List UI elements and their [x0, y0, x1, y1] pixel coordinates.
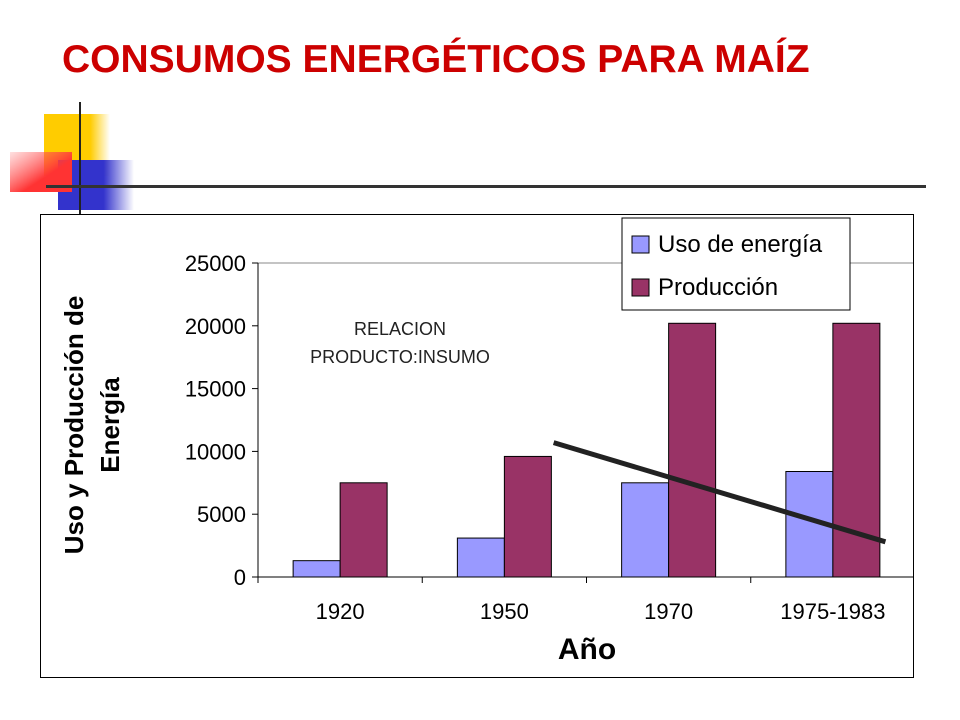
y-tick-label: 5000: [197, 502, 246, 527]
y-axis-title-line-2: Energía: [95, 377, 125, 473]
bar-uso-1920: [292, 560, 341, 578]
x-tick-label: 1950: [480, 599, 529, 624]
y-tick-label: 25000: [185, 251, 246, 276]
bar-chart: Uso y Producción de Energía Año RELACION…: [59, 217, 916, 666]
x-tick-label: 1975-1983: [780, 599, 885, 624]
y-axis-title-line-1: Uso y Producción de: [59, 296, 89, 555]
legend-swatch-uso: [631, 235, 650, 254]
legend-label-uso: Uso de energía: [658, 231, 823, 258]
chart-frame: Uso y Producción de Energía Año RELACION…: [40, 214, 916, 678]
legend: Uso de energía Producción: [621, 217, 851, 311]
legend-label-produccion: Producción: [658, 274, 778, 301]
y-tick-label: 15000: [185, 377, 246, 402]
x-tick-label: 1920: [316, 599, 365, 624]
x-tick-label: 1970: [644, 599, 693, 624]
bar-produccion-1950: [503, 455, 552, 578]
bar-uso-1970: [621, 482, 670, 578]
y-tick-label: 20000: [185, 314, 246, 339]
trend-line: [552, 440, 887, 545]
annotation-line-2: PRODUCTO:INSUMO: [310, 347, 490, 367]
annotation-line-1: RELACION: [354, 319, 446, 339]
decorative-rule: [46, 185, 926, 188]
bar-produccion-1920: [339, 482, 388, 578]
legend-swatch-produccion: [631, 278, 650, 297]
x-axis-title: Año: [558, 633, 616, 666]
bar-uso-1950: [456, 537, 505, 578]
y-tick-label: 10000: [185, 439, 246, 464]
decorative-squares: [10, 102, 134, 218]
slide-title: CONSUMOS ENERGÉTICOS PARA MAÍZ: [62, 38, 810, 81]
y-tick-label: 0: [234, 565, 246, 590]
bar-produccion-1970: [668, 322, 717, 578]
